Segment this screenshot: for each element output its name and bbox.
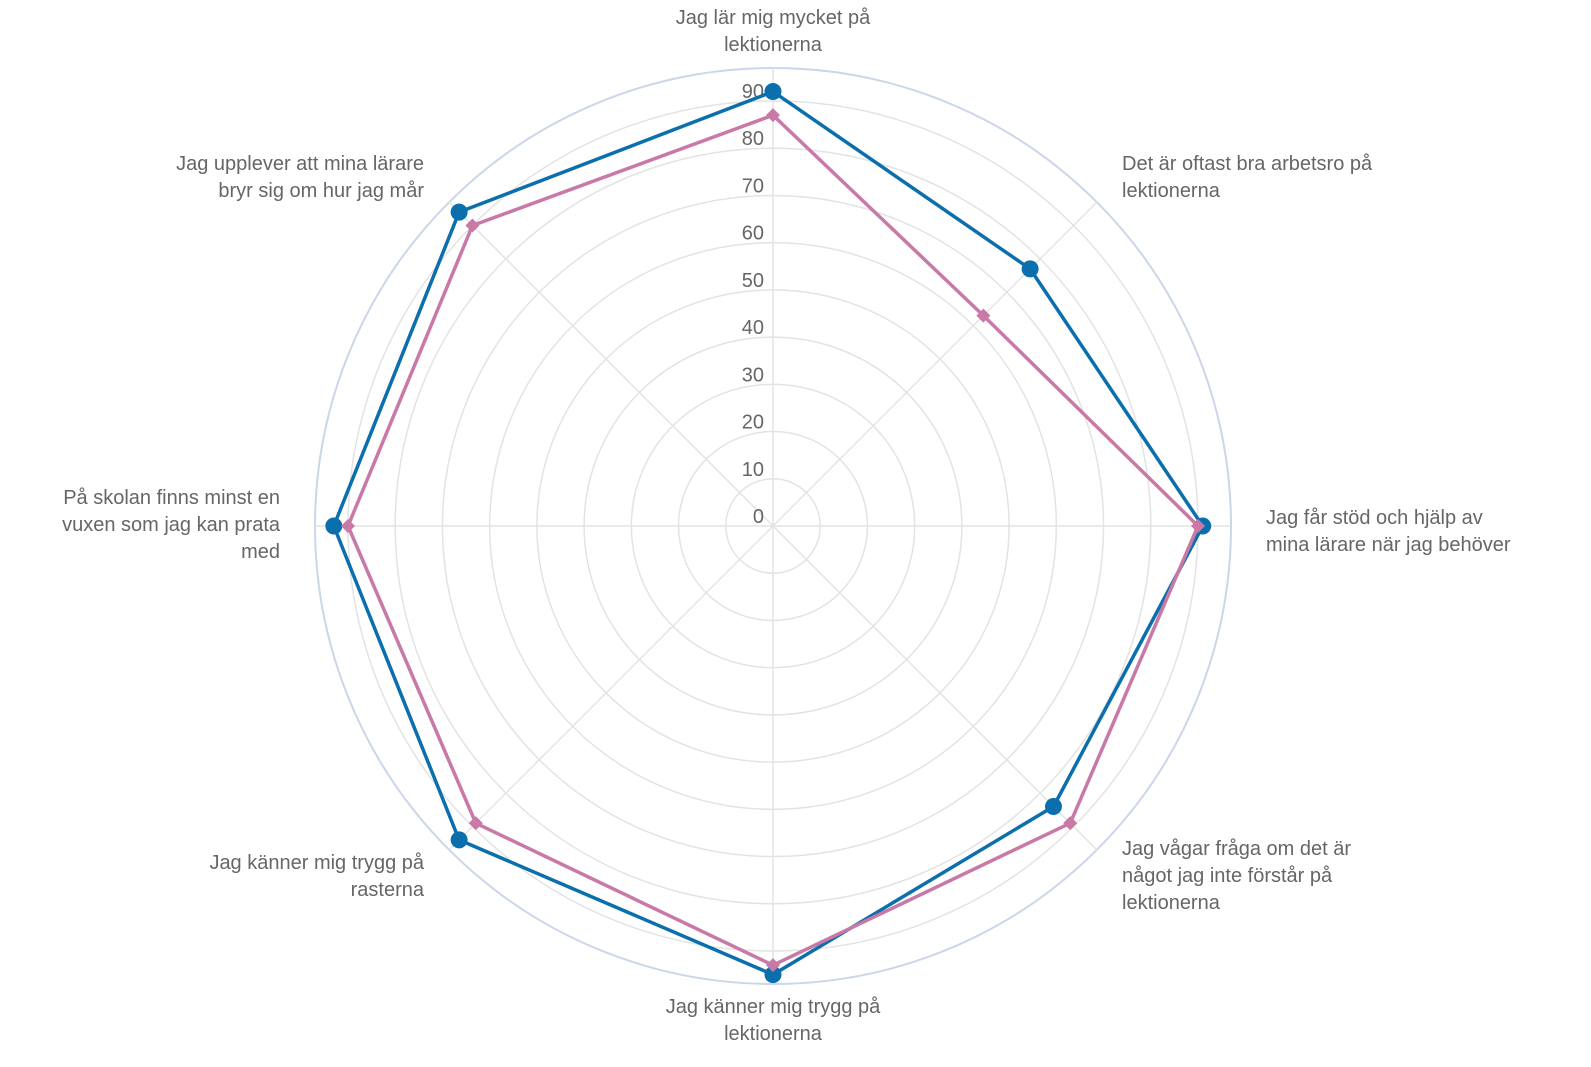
radial-tick-label: 60 [742,223,764,245]
category-label: Jag lär mig mycket på lektionerna [675,7,871,56]
radar-axes [315,68,1231,984]
data-point [976,308,991,323]
data-point [450,203,468,221]
radial-tick-label: 30 [742,364,764,386]
data-point [341,519,355,533]
radial-tick-label: 80 [742,128,764,150]
radial-tick-label: 40 [742,317,764,339]
category-label: Jag känner mig trygg på rasterna [209,852,424,901]
data-point [766,108,780,123]
category-label: På skolan finns minst en vuxen som jag k… [62,487,280,563]
spoke-line [448,201,774,527]
data-point [1021,260,1039,278]
spoke-line [772,201,1098,527]
data-point [465,218,480,233]
category-label: Jag vågar fråga om det är något jag inte… [1122,838,1352,914]
data-point [1191,519,1205,533]
data-point [1063,816,1078,831]
data-point [325,517,343,535]
radial-tick-label: 0 [753,506,764,528]
spoke-line [772,525,1098,851]
spoke-line [448,525,774,851]
data-point [764,966,782,984]
series-0 [325,83,1212,984]
data-point [1044,797,1062,815]
category-label: Jag upplever att mina lärare bryr sig om… [176,153,424,202]
radial-tick-label: 50 [742,270,764,292]
radial-tick-label: 10 [742,459,764,481]
data-point [468,816,483,831]
radial-tick-label: 70 [742,175,764,197]
data-point [766,958,780,973]
data-point [764,83,782,101]
category-label: Jag känner mig trygg på lektionerna [665,996,881,1045]
series-1 [341,108,1205,973]
category-label: Det är oftast bra arbetsro på lektionern… [1122,153,1373,202]
data-point [450,831,468,849]
radar-series [325,83,1212,984]
radial-tick-label: 20 [742,412,764,434]
category-label: Jag får stöd och hjälp av mina lärare nä… [1266,507,1511,556]
